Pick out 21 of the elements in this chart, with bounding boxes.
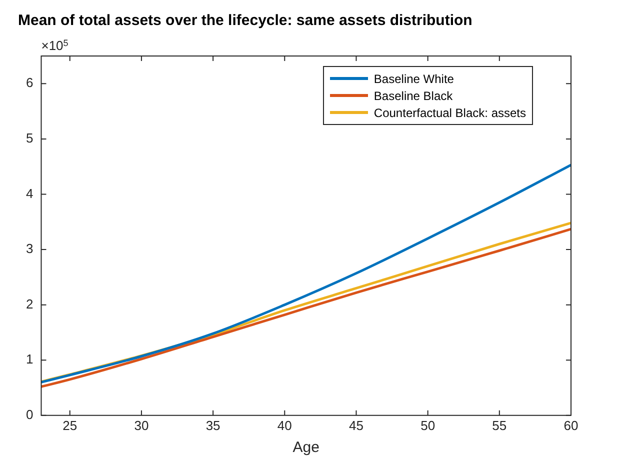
x-tick-label: 30: [134, 418, 149, 433]
y-tick-label: 1: [26, 352, 34, 367]
legend-label: Baseline Black: [374, 88, 453, 102]
y-tick-label: 2: [26, 296, 34, 312]
x-tick-label: 40: [277, 418, 292, 433]
chart-title: Mean of total assets over the lifecycle: same assets distribution: [18, 12, 472, 30]
legend-label: Counterfactual Black: assets: [374, 106, 526, 120]
x-tick-label: 55: [492, 418, 507, 433]
line-series: [41, 164, 571, 384]
x-tick-label: 25: [62, 418, 78, 433]
y-tick-label: 0: [26, 406, 34, 422]
x-axis-title: Age: [292, 439, 320, 456]
y-tick-label: 4: [26, 186, 34, 201]
y-tick-label: 6: [26, 75, 34, 90]
x-tick-label: 45: [348, 418, 364, 433]
x-tick-label: 35: [206, 418, 220, 433]
y-tick-label: 5: [26, 130, 34, 146]
legend-label: Baseline White: [374, 72, 454, 86]
x-tick-label: 50: [420, 418, 436, 433]
x-tick-label: 60: [564, 418, 578, 433]
y-tick-label: 3: [26, 241, 34, 256]
